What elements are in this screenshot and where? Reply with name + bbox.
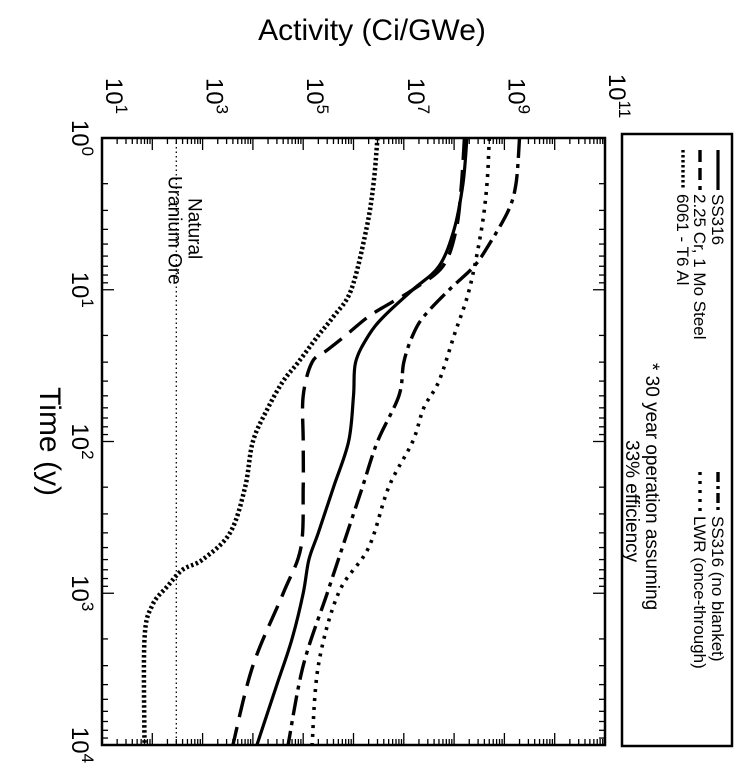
y-tick-label: 109 xyxy=(502,78,533,114)
y-tick-label: 101 xyxy=(100,78,131,114)
y-axis-title: Activity (Ci/GWe) xyxy=(258,14,486,47)
legend-label-ss316-no-blanket: SS316 (no blanket) xyxy=(708,516,727,662)
svg-text:33% efficiency: 33% efficiency xyxy=(621,440,642,563)
svg-text:103: 103 xyxy=(201,78,232,114)
svg-text:105: 105 xyxy=(301,78,332,114)
svg-text:104: 104 xyxy=(66,727,97,763)
svg-text:2.25 Cr, 1 Mo Steel: 2.25 Cr, 1 Mo Steel xyxy=(690,194,709,340)
x-axis-title: Time (y) xyxy=(33,387,66,496)
svg-text:107: 107 xyxy=(402,78,433,114)
tick-layer xyxy=(101,137,605,745)
x-tick-label: 103 xyxy=(66,575,97,611)
svg-text:1011: 1011 xyxy=(603,74,634,118)
y-tick-label: 105 xyxy=(301,78,332,114)
legend-label-ss316: SS316 xyxy=(708,194,727,245)
x-tick-label: 104 xyxy=(66,727,97,763)
y-tick-label: 107 xyxy=(402,78,433,114)
legend-label-2-25-cr-1-mo-steel: 2.25 Cr, 1 Mo Steel xyxy=(690,194,709,340)
svg-text:100: 100 xyxy=(66,120,97,156)
series-line-ss316-no-blanket xyxy=(286,137,522,746)
svg-text:102: 102 xyxy=(66,423,97,459)
legend-label-lwr-once-through: LWR (once-through) xyxy=(690,516,709,669)
y-tick-label: 1011 xyxy=(603,74,634,118)
svg-text:Natural: Natural xyxy=(183,198,204,259)
svg-text:109: 109 xyxy=(502,78,533,114)
series-layer xyxy=(141,137,522,746)
legend-box xyxy=(620,132,734,748)
x-tick-label: 101 xyxy=(66,272,97,308)
svg-text:6061 - T6 Al: 6061 - T6 Al xyxy=(673,194,692,285)
y-tick-label: 103 xyxy=(201,78,232,114)
svg-text:101: 101 xyxy=(66,272,97,308)
svg-text:103: 103 xyxy=(66,575,97,611)
series-line-ss316 xyxy=(255,137,469,746)
note-line-2: 33% efficiency xyxy=(621,440,642,563)
series-line-2-25-cr-1-mo-steel xyxy=(231,137,467,746)
svg-text:LWR (once-through): LWR (once-through) xyxy=(690,516,709,669)
series-line-lwr-once-through xyxy=(310,137,492,746)
svg-text:101: 101 xyxy=(100,78,131,114)
svg-text:SS316: SS316 xyxy=(708,194,727,245)
svg-text:* 30 year operation assuming: * 30 year operation assuming xyxy=(641,363,662,610)
x-tick-label: 102 xyxy=(66,423,97,459)
svg-text:Uranium Ore: Uranium Ore xyxy=(163,176,184,285)
svg-text:SS316 (no blanket): SS316 (no blanket) xyxy=(708,516,727,662)
note-line-1: * 30 year operation assuming xyxy=(641,363,662,610)
x-tick-label: 100 xyxy=(66,120,97,156)
legend-label-6061-t6-al: 6061 - T6 Al xyxy=(673,194,692,285)
